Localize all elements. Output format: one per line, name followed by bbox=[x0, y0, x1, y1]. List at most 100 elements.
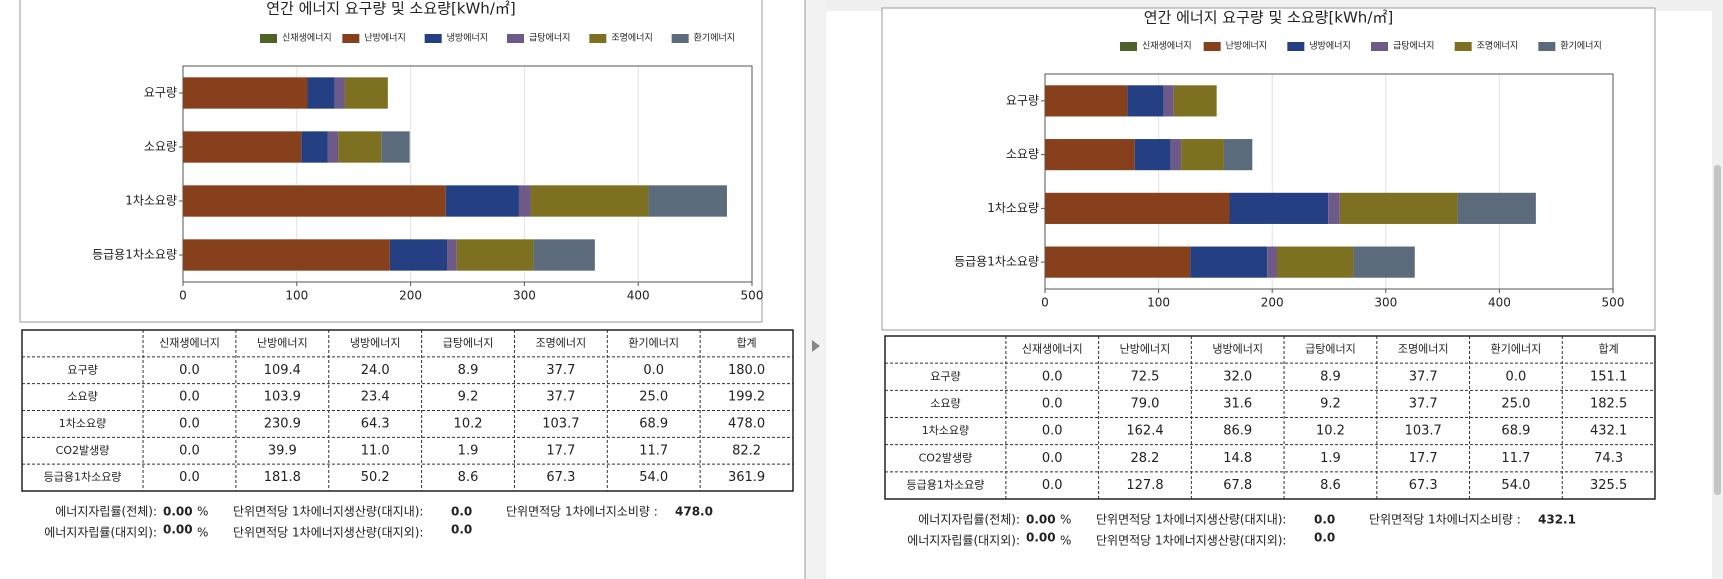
bar-segment bbox=[1127, 85, 1164, 117]
x-tick-label: 500 bbox=[1602, 296, 1625, 310]
legend-swatch bbox=[424, 34, 442, 43]
x-tick-label: 400 bbox=[627, 289, 650, 303]
legend-swatch bbox=[1120, 42, 1137, 51]
bar-segment bbox=[1170, 139, 1182, 171]
footer-label: 에너지자립률(전체): bbox=[918, 513, 1020, 527]
footer-value: 0.0 bbox=[451, 505, 472, 519]
table-cell: 478.0 bbox=[728, 416, 765, 431]
x-tick-label: 100 bbox=[1147, 296, 1170, 310]
footer-label: 단위면적당 1차에너지소비량 : bbox=[506, 505, 658, 519]
bar-segment bbox=[307, 77, 335, 109]
legend-label: 급탕에너지 bbox=[529, 33, 570, 44]
x-tick-label: 0 bbox=[179, 289, 187, 303]
splitter-arrow[interactable] bbox=[812, 340, 820, 352]
x-tick-label: 300 bbox=[1374, 296, 1397, 310]
table-cell: 0.0 bbox=[1042, 424, 1063, 439]
table-cell: 0.0 bbox=[179, 416, 200, 431]
bar-segment bbox=[183, 131, 302, 163]
table-cell: 8.6 bbox=[458, 470, 479, 485]
footer-label: 단위면적당 1차에너지생산량(대지내): bbox=[233, 505, 423, 519]
table-cell: 17.7 bbox=[1409, 451, 1438, 466]
table-cell: 82.2 bbox=[732, 443, 761, 458]
x-tick-label: 500 bbox=[741, 289, 764, 303]
bar-segment bbox=[183, 77, 308, 109]
legend-swatch bbox=[260, 34, 277, 43]
footer-label: 단위면적당 1차에너지소비량 : bbox=[1369, 513, 1521, 527]
table-cell: 23.4 bbox=[361, 390, 390, 405]
x-tick-label: 200 bbox=[1261, 296, 1284, 310]
table-header: 신재생에너지 bbox=[159, 336, 220, 349]
table-cell: 127.8 bbox=[1126, 478, 1163, 493]
table-cell: 요구량 bbox=[67, 363, 97, 376]
table-cell: 25.0 bbox=[1501, 396, 1530, 411]
table-cell: 1.9 bbox=[1320, 451, 1341, 466]
scrollbar-thumb[interactable] bbox=[1714, 165, 1721, 495]
table-cell: 0.0 bbox=[179, 470, 200, 485]
bar-segment bbox=[1045, 139, 1135, 171]
footer-label: % bbox=[197, 505, 208, 519]
y-tick-label: 요구량 bbox=[1006, 93, 1039, 107]
table-cell: 74.3 bbox=[1594, 451, 1623, 466]
bar-segment bbox=[648, 185, 727, 217]
table-cell: 182.5 bbox=[1590, 396, 1627, 411]
table-cell: 199.2 bbox=[728, 390, 765, 405]
legend-label: 난방에너지 bbox=[364, 33, 405, 44]
table-cell: 8.9 bbox=[458, 363, 479, 378]
table-cell: 37.7 bbox=[1409, 396, 1438, 411]
bar-segment bbox=[1267, 246, 1277, 278]
table-cell: 0.0 bbox=[179, 443, 200, 458]
table-cell: 25.0 bbox=[639, 390, 668, 405]
legend-swatch bbox=[589, 34, 607, 43]
bar-segment bbox=[1173, 85, 1217, 117]
table-cell: 0.0 bbox=[643, 363, 664, 378]
bar-segment bbox=[334, 77, 345, 109]
table-cell: 72.5 bbox=[1131, 369, 1160, 384]
bar-segment bbox=[1229, 192, 1329, 224]
footer-label: 에너지자립률(대지외): bbox=[907, 534, 1020, 548]
footer-label: 에너지자립률(전체): bbox=[55, 505, 157, 519]
bar-segment bbox=[518, 185, 531, 217]
plot-area bbox=[182, 65, 753, 283]
table-cell: 11.7 bbox=[639, 443, 668, 458]
table-cell: 67.3 bbox=[546, 470, 575, 485]
legend-swatch bbox=[342, 34, 360, 43]
legend-label: 신재생에너지 bbox=[1142, 41, 1192, 52]
table-cell: CO2발생량 bbox=[56, 444, 110, 457]
table-cell: 0.0 bbox=[1506, 369, 1527, 384]
table-cell: 17.7 bbox=[546, 443, 575, 458]
legend-swatch bbox=[507, 34, 524, 43]
table-cell: 37.7 bbox=[546, 390, 575, 405]
table-header: 조명에너지 bbox=[1398, 343, 1449, 356]
footer-value: 0.0 bbox=[1314, 513, 1335, 527]
table-cell: 54.0 bbox=[1501, 478, 1530, 493]
bar-segment bbox=[1328, 192, 1340, 224]
table-cell: 31.6 bbox=[1223, 396, 1252, 411]
bar-segment bbox=[1339, 192, 1458, 224]
table-cell: 103.7 bbox=[542, 416, 579, 431]
table-header: 난방에너지 bbox=[1120, 343, 1171, 356]
table-header: 합계 bbox=[736, 336, 756, 349]
table-cell: 432.1 bbox=[1590, 424, 1627, 439]
bar-segment bbox=[338, 131, 382, 163]
footer-value: 0.0 bbox=[451, 523, 472, 537]
legend-label: 급탕에너지 bbox=[1393, 41, 1434, 52]
table-cell: 68.9 bbox=[1501, 424, 1530, 439]
table-cell: 37.7 bbox=[546, 363, 575, 378]
table-cell: 54.0 bbox=[639, 470, 668, 485]
bar-segment bbox=[530, 185, 649, 217]
table-header: 냉방에너지 bbox=[1212, 343, 1263, 356]
bar-segment bbox=[1181, 139, 1224, 171]
bar-segment bbox=[447, 239, 457, 271]
y-tick-label: 등급용1차소요량 bbox=[954, 255, 1039, 269]
table-cell: 39.9 bbox=[268, 443, 297, 458]
table-header: 환기에너지 bbox=[628, 336, 679, 349]
table-header: 냉방에너지 bbox=[350, 336, 401, 349]
table-cell: 181.8 bbox=[264, 470, 301, 485]
splitter[interactable] bbox=[805, 0, 826, 579]
legend-label: 신재생에너지 bbox=[282, 33, 332, 44]
y-tick-label: 소요량 bbox=[1006, 147, 1039, 161]
table-header: 난방에너지 bbox=[257, 336, 308, 349]
bar-segment bbox=[301, 131, 328, 163]
footer-label: 에너지자립률(대지외): bbox=[44, 526, 157, 540]
bar-segment bbox=[1223, 139, 1253, 171]
